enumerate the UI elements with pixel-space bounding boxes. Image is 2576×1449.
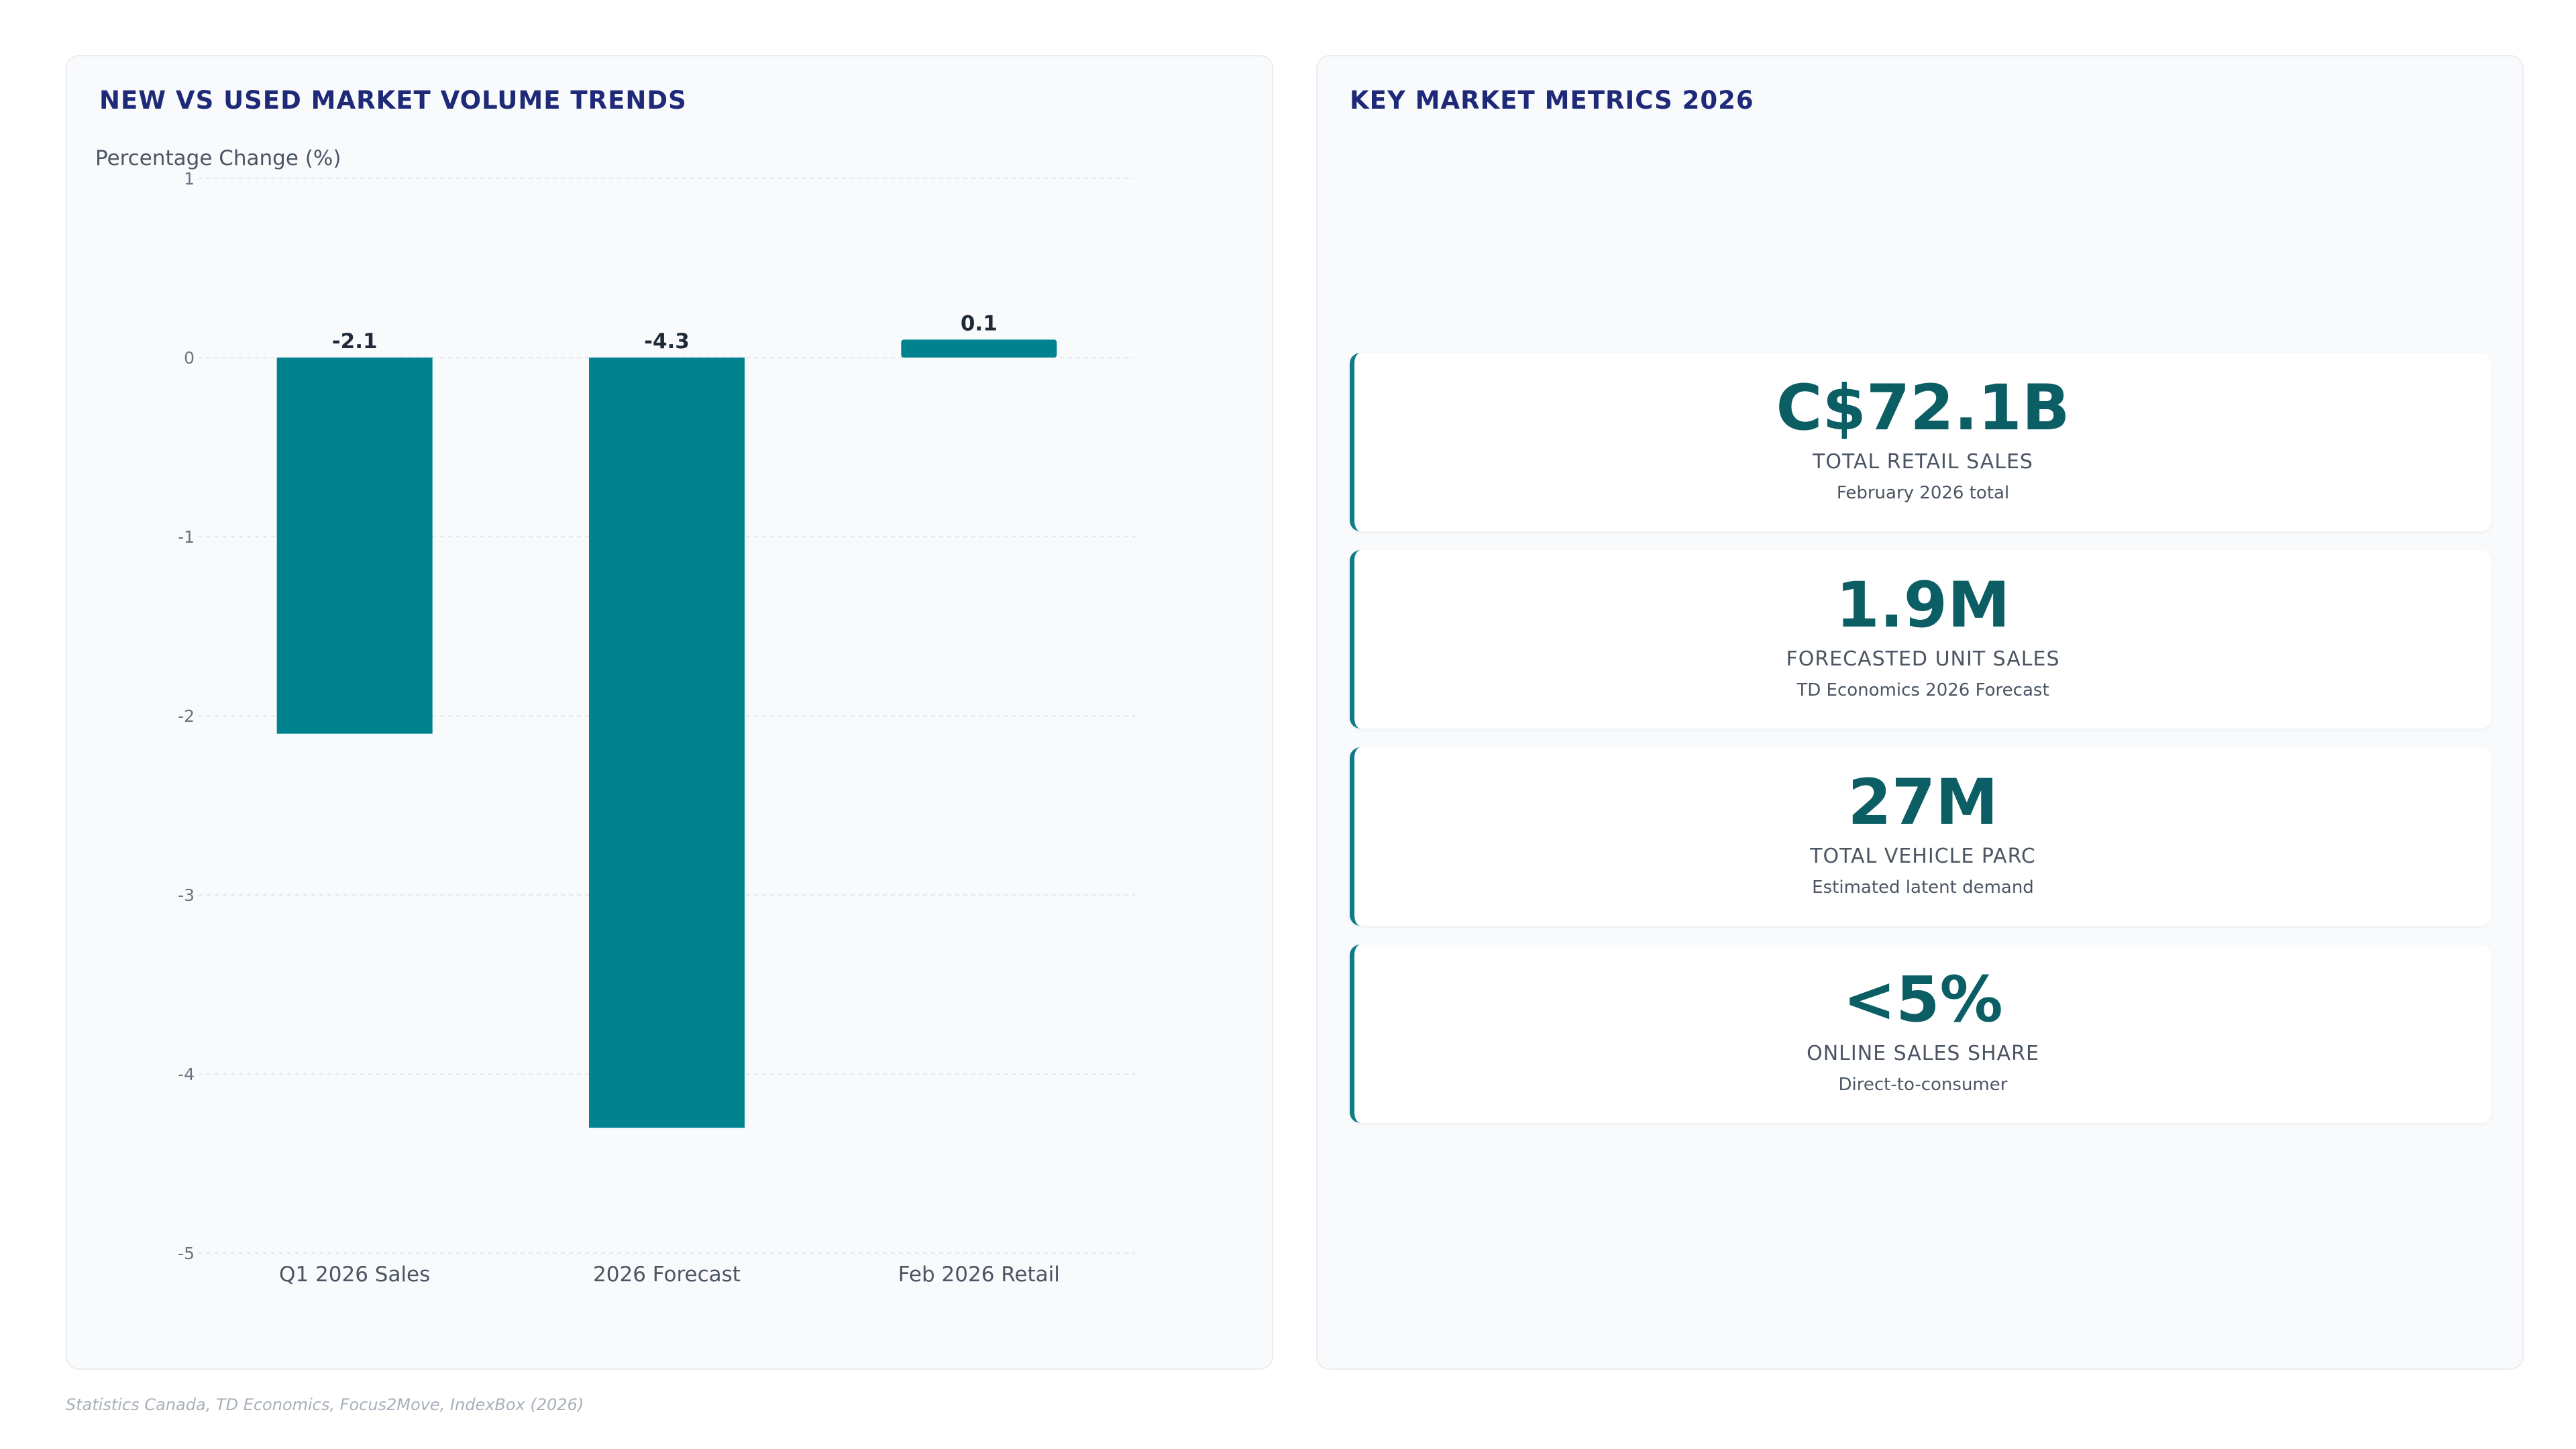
y-tick-label: -4 bbox=[178, 1065, 195, 1084]
x-tick-label: Q1 2026 Sales bbox=[279, 1263, 430, 1287]
y-tick-label: 0 bbox=[184, 348, 195, 368]
kpi-value: 1.9M bbox=[1835, 569, 2010, 642]
kpi-card-unit-sales: 1.9M FORECASTED UNIT SALES TD Economics … bbox=[1350, 550, 2491, 729]
x-tick-label: Feb 2026 Retail bbox=[898, 1263, 1060, 1287]
kpi-card-vehicle-parc: 27M TOTAL VEHICLE PARC Estimated latent … bbox=[1350, 747, 2491, 926]
kpi-label: ONLINE SALES SHARE bbox=[1807, 1042, 2039, 1065]
kpi-label: FORECASTED UNIT SALES bbox=[1786, 647, 2060, 671]
bar bbox=[276, 358, 433, 734]
kpi-label: TOTAL VEHICLE PARC bbox=[1810, 845, 2036, 868]
kpi-value: <5% bbox=[1843, 963, 2003, 1036]
bar-chart: Percentage Change (%)1 0 -1 -2 -3 -4 -5 -2.1 Q1 … bbox=[95, 146, 1135, 1287]
data-label: -4.3 bbox=[644, 329, 690, 354]
data-label: 0.1 bbox=[961, 311, 998, 335]
bar bbox=[901, 339, 1057, 358]
kpi-subtext: Direct-to-consumer bbox=[1838, 1075, 2008, 1095]
y-tick-label: -5 bbox=[178, 1244, 195, 1263]
kpi-card-online-share: <5% ONLINE SALES SHARE Direct-to-consume… bbox=[1350, 945, 2491, 1123]
source-footnote: Statistics Canada, TD Economics, Focus2M… bbox=[66, 1395, 584, 1414]
kpi-value: 27M bbox=[1847, 766, 1998, 839]
kpi-card-retail-sales: C$72.1B TOTAL RETAIL SALES February 2026… bbox=[1350, 353, 2491, 531]
metrics-title: KEY MARKET METRICS 2026 bbox=[1350, 86, 1754, 115]
kpi-subtext: February 2026 total bbox=[1836, 483, 2010, 503]
y-tick-label: -2 bbox=[178, 706, 195, 726]
kpi-subtext: TD Economics 2026 Forecast bbox=[1796, 680, 2049, 700]
bar bbox=[589, 358, 745, 1128]
chart-panel: NEW VS USED MARKET VOLUME TRENDS Percent… bbox=[66, 55, 1273, 1370]
y-tick-label: 1 bbox=[184, 169, 195, 189]
kpi-value: C$72.1B bbox=[1776, 372, 2070, 445]
y-tick-label: -1 bbox=[178, 527, 195, 547]
metrics-panel: KEY MARKET METRICS 2026 C$72.1B TOTAL RE… bbox=[1316, 55, 2524, 1370]
kpi-subtext: Estimated latent demand bbox=[1812, 877, 2034, 898]
chart-title: NEW VS USED MARKET VOLUME TRENDS bbox=[99, 86, 687, 115]
y-tick-label: -3 bbox=[178, 885, 195, 905]
kpi-label: TOTAL RETAIL SALES bbox=[1813, 450, 2033, 474]
x-tick-label: 2026 Forecast bbox=[593, 1263, 741, 1287]
y-axis-label: Percentage Change (%) bbox=[95, 146, 341, 170]
data-label: -2.1 bbox=[332, 329, 378, 354]
